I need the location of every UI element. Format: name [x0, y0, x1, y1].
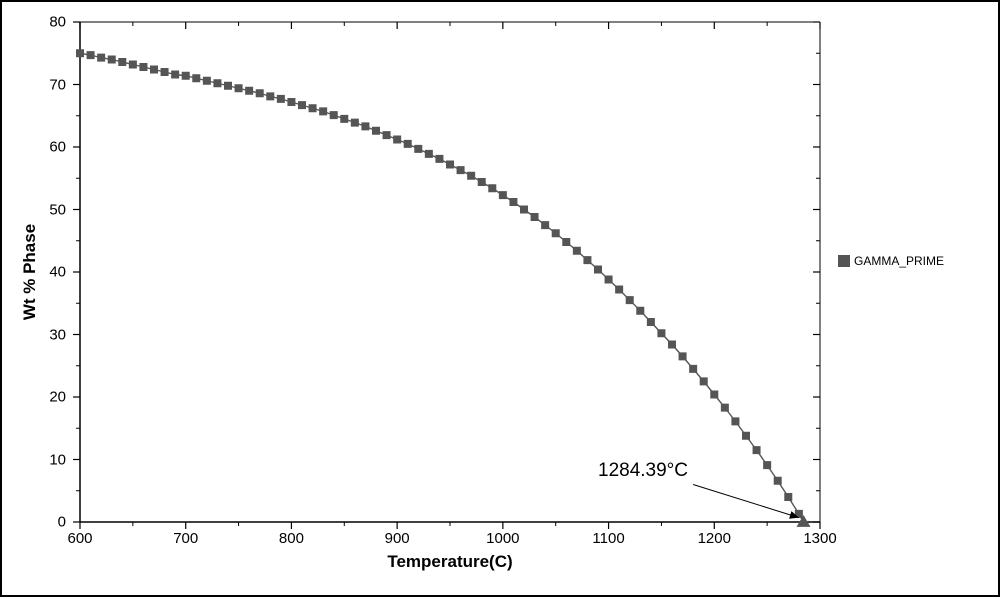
data-marker — [372, 127, 380, 135]
data-marker — [139, 63, 147, 71]
x-tick-label: 1300 — [803, 530, 836, 547]
data-marker — [182, 72, 190, 80]
data-marker — [457, 166, 465, 174]
data-marker — [108, 56, 116, 64]
series-line — [80, 53, 803, 522]
data-marker — [668, 341, 676, 349]
data-marker — [689, 365, 697, 373]
y-tick-label: 70 — [49, 76, 66, 93]
x-tick-label: 1200 — [698, 530, 731, 547]
data-marker — [742, 432, 750, 440]
data-marker — [277, 95, 285, 103]
chart-svg — [2, 2, 1000, 599]
data-marker — [319, 107, 327, 115]
y-tick-label: 10 — [49, 451, 66, 468]
data-marker — [118, 58, 126, 66]
data-marker — [583, 256, 591, 264]
data-marker — [171, 71, 179, 79]
data-marker — [256, 89, 264, 97]
data-marker — [446, 161, 454, 169]
data-marker — [467, 172, 475, 180]
x-tick-label: 1000 — [486, 530, 519, 547]
x-tick-label: 700 — [173, 530, 198, 547]
data-marker — [309, 104, 317, 112]
y-tick-label: 60 — [49, 139, 66, 156]
data-marker — [383, 131, 391, 139]
data-marker — [499, 191, 507, 199]
data-marker — [87, 51, 95, 59]
data-marker — [266, 92, 274, 100]
y-tick-label: 0 — [58, 514, 66, 531]
data-marker — [161, 68, 169, 76]
x-tick-label: 1100 — [592, 530, 624, 547]
data-marker — [213, 79, 221, 87]
data-marker — [298, 101, 306, 109]
data-marker — [657, 329, 665, 337]
data-marker — [753, 446, 761, 454]
data-marker — [647, 318, 655, 326]
data-marker — [784, 493, 792, 501]
data-marker — [636, 307, 644, 315]
data-marker — [488, 184, 496, 192]
y-tick-label: 50 — [49, 201, 66, 218]
data-marker — [605, 276, 613, 284]
data-marker — [531, 213, 539, 221]
y-tick-label: 80 — [49, 14, 66, 31]
data-marker — [235, 84, 243, 92]
data-marker — [573, 247, 581, 255]
data-marker — [615, 286, 623, 294]
data-marker — [224, 82, 232, 90]
data-marker — [594, 266, 602, 274]
data-marker — [700, 377, 708, 385]
data-marker — [541, 221, 549, 229]
data-marker — [425, 150, 433, 158]
data-marker — [129, 61, 137, 69]
data-marker — [509, 198, 517, 206]
y-tick-label: 40 — [49, 264, 66, 281]
data-marker — [287, 98, 295, 106]
data-marker — [679, 352, 687, 360]
data-marker — [203, 77, 211, 85]
x-tick-label: 600 — [67, 530, 92, 547]
data-marker — [520, 206, 528, 214]
data-marker — [435, 155, 443, 163]
data-marker — [710, 391, 718, 399]
data-marker — [393, 136, 401, 144]
data-marker — [351, 119, 359, 127]
data-marker — [414, 145, 422, 153]
x-tick-label: 900 — [385, 530, 410, 547]
data-marker — [552, 229, 560, 237]
data-marker — [76, 49, 84, 57]
data-marker — [245, 87, 253, 95]
y-tick-label: 30 — [49, 326, 66, 343]
data-marker — [340, 115, 348, 123]
data-marker — [478, 178, 486, 186]
data-marker — [626, 296, 634, 304]
data-marker — [97, 54, 105, 62]
data-marker — [731, 417, 739, 425]
data-marker — [562, 238, 570, 246]
data-marker — [404, 140, 412, 148]
data-marker — [192, 74, 200, 82]
data-marker — [330, 111, 338, 119]
data-marker — [361, 122, 369, 130]
data-marker — [721, 404, 729, 412]
data-marker — [150, 66, 158, 74]
x-tick-label: 800 — [279, 530, 304, 547]
data-marker — [763, 461, 771, 469]
data-marker — [774, 477, 782, 485]
y-tick-label: 20 — [49, 389, 66, 406]
chart-outer-frame: GAMMA_PRIME 1284.39°C Temperature(C) Wt … — [0, 0, 1000, 597]
